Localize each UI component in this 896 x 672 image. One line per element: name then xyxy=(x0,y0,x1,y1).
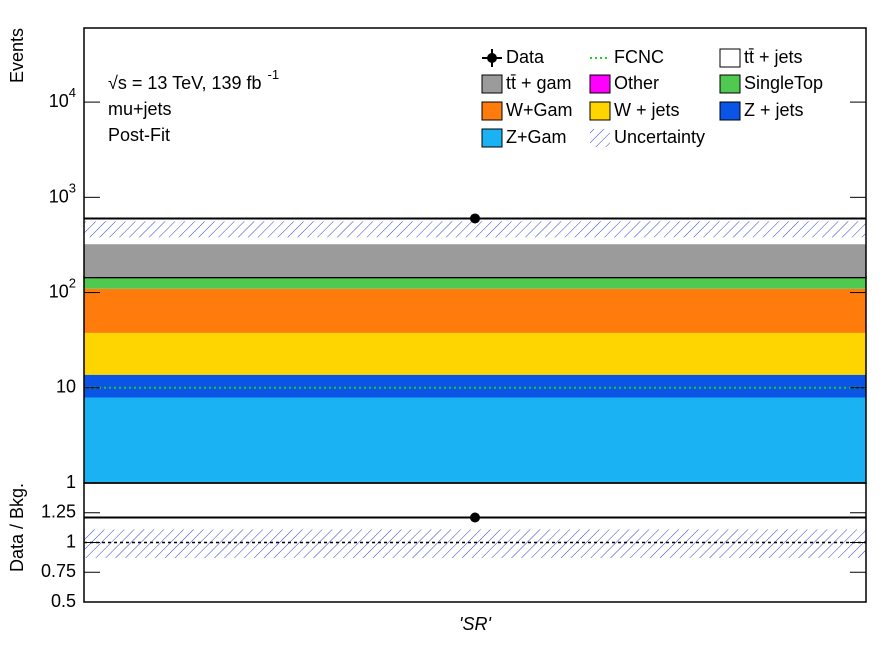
data-point xyxy=(470,213,480,224)
y-tick-label: 10 xyxy=(56,377,76,397)
legend-swatch xyxy=(719,74,741,94)
annotation-text: mu+jets xyxy=(108,99,172,119)
stack-segment xyxy=(84,374,866,398)
y-tick-base: 10 xyxy=(49,281,69,301)
ratio-point xyxy=(470,512,480,523)
legend-marker xyxy=(487,53,497,63)
stack-segment xyxy=(84,288,866,333)
y-tick-label: 0.75 xyxy=(41,561,76,581)
annotation-superscript: -1 xyxy=(268,67,280,82)
legend-swatch xyxy=(589,101,611,121)
legend-label: Other xyxy=(614,73,659,93)
legend-swatch xyxy=(481,101,503,121)
annotation-text: √s = 13 TeV, 139 fb xyxy=(108,73,262,93)
annotation-text: Post-Fit xyxy=(108,125,170,145)
legend-label: SingleTop xyxy=(744,73,823,93)
stack-segment xyxy=(84,277,866,289)
y-tick-label: 103 xyxy=(49,181,76,206)
uncertainty-band xyxy=(84,221,866,238)
y-tick-label: 1 xyxy=(66,531,76,551)
y-axis-label: Data / Bkg. xyxy=(7,483,27,572)
legend-label: Data xyxy=(506,47,545,67)
y-tick-label: 102 xyxy=(49,276,76,301)
legend-label: Uncertainty xyxy=(614,127,705,147)
legend-label: tt̄ + gam xyxy=(506,73,572,93)
y-tick-base: 10 xyxy=(49,91,69,111)
y-tick-exponent: 4 xyxy=(69,86,76,101)
y-axis-label: Events xyxy=(7,28,27,83)
legend-swatch xyxy=(481,74,503,94)
x-tick-label: 'SR' xyxy=(459,614,491,634)
annotation: mu+jets xyxy=(108,99,172,119)
legend-swatch xyxy=(719,101,741,121)
stack-segment xyxy=(84,332,866,375)
legend-label: W + jets xyxy=(614,100,680,120)
legend-label: tt̄ + jets xyxy=(744,47,803,67)
legend-swatch xyxy=(589,74,611,94)
legend-swatch xyxy=(481,128,503,148)
legend-label: Z + jets xyxy=(744,100,804,120)
stack-segment xyxy=(83,276,867,279)
legend-label: Z+Gam xyxy=(506,127,567,147)
uncertainty-band xyxy=(84,529,866,558)
legend-label: W+Gam xyxy=(506,100,573,120)
legend-label: FCNC xyxy=(614,47,664,67)
y-tick-exponent: 3 xyxy=(69,181,76,196)
annotation: Post-Fit xyxy=(108,125,170,145)
y-tick-label: 1 xyxy=(66,472,76,492)
stack-segment xyxy=(84,397,866,483)
y-tick-exponent: 2 xyxy=(69,276,76,291)
y-tick-label: 1.25 xyxy=(41,502,76,522)
legend-swatch xyxy=(719,48,741,68)
y-tick-base: 10 xyxy=(49,186,69,206)
legend-swatch xyxy=(590,129,610,147)
y-tick-label: 0.5 xyxy=(51,591,76,611)
stack-segment xyxy=(84,244,866,277)
annotation: √s = 13 TeV, 139 fb -1 xyxy=(108,67,279,92)
y-tick-label: 104 xyxy=(49,86,76,111)
